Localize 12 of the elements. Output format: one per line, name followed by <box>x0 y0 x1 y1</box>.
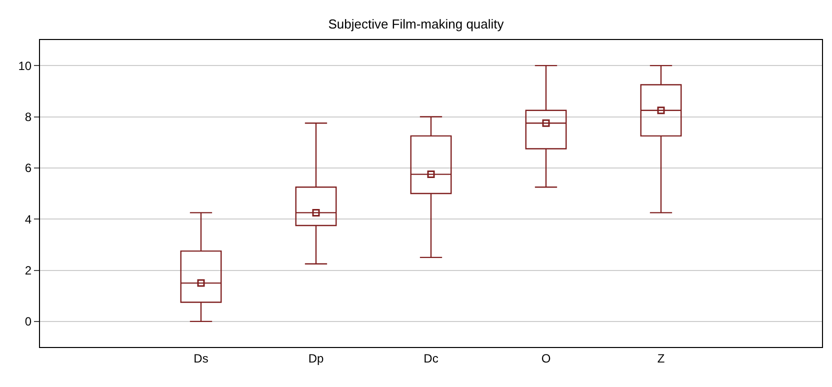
x-tick-label: O <box>541 351 551 366</box>
chart-title: Subjective Film-making quality <box>328 16 504 32</box>
x-tick-label: Z <box>657 351 665 366</box>
x-tick-label: Ds <box>194 351 208 366</box>
x-tick-label: Dp <box>308 351 324 366</box>
y-tick-label: 10 <box>18 58 32 73</box>
y-tick-label: 8 <box>24 110 32 124</box>
y-tick-label: 6 <box>24 161 32 176</box>
y-tick-label: 4 <box>24 212 32 226</box>
y-tick-label: 2 <box>24 263 32 278</box>
y-tick-label: 0 <box>24 314 32 329</box>
x-tick-label: Dc <box>424 351 438 366</box>
